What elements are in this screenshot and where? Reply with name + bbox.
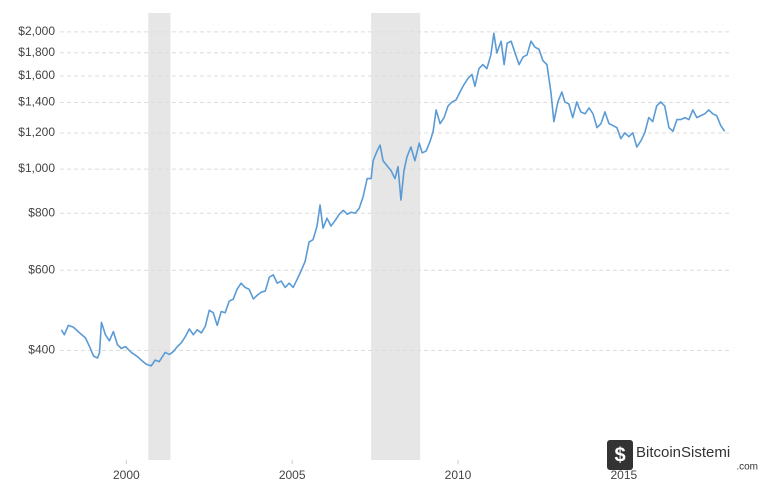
shade-layer [148,13,421,460]
price-line [60,32,726,367]
recession-band [371,13,421,460]
watermark-icon [607,440,633,470]
y-tick-label: $1,600 [18,68,55,82]
y-tick-label: $1,000 [18,161,55,175]
x-tick-label: 2005 [279,468,306,482]
y-tick-label: $400 [28,343,55,357]
label-layer: $400 $600 $800 $1,000 $1,200 $1,400 $1,600 $1,8… [18,24,637,482]
recession-band [148,13,171,460]
x-tick-label: 2000 [113,468,140,482]
y-tick-label: $1,200 [18,125,55,139]
watermark-text: BitcoinSistemi [636,444,730,461]
y-tick-label: $1,400 [18,95,55,109]
watermark-suffix: .com [736,462,758,473]
watermark-icon-glyph: $ [614,444,625,466]
y-tick-label: $2,000 [18,24,55,38]
watermark: $ BitcoinSistemi .com [607,440,758,473]
y-tick-label: $1,800 [18,45,55,59]
line-layer [60,32,726,367]
y-tick-label: $600 [28,262,55,276]
x-tick-label: 2015 [611,468,638,482]
y-tick-label: $800 [28,205,55,219]
x-tick-label: 2010 [445,468,472,482]
